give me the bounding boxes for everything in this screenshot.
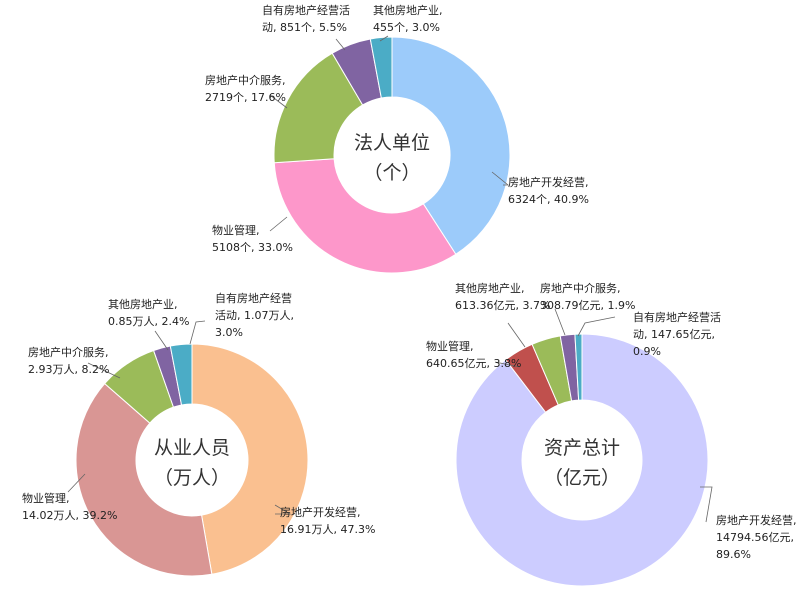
data-label-agency-services: 房地产中介服务, 2.93万人, 8.2%	[28, 345, 109, 376]
data-label-line: 16.91万人, 47.3%	[280, 523, 375, 536]
data-label-property-management: 物业管理, 14.02万人, 39.2%	[22, 491, 117, 522]
chart-center-title: 从业人员	[154, 437, 230, 459]
data-label-line: 640.65亿元, 3.8%	[426, 357, 521, 370]
data-label-property-management: 物业管理, 640.65亿元, 3.8%	[426, 339, 521, 370]
data-label-line: 物业管理,	[22, 491, 70, 505]
data-label-other: 其他房地产业, 613.36亿元, 3.7%	[455, 281, 550, 312]
data-label-self-owned-operation: 自有房地产经营活动, 147.65亿元, 0.9%	[633, 310, 721, 358]
donut-chart-legal-entities: 房地产开发经营, 6324个, 40.9% 物业管理, 5108个, 33.0% 房地产…	[205, 3, 589, 274]
data-label-line: 房地产中介服务,	[28, 345, 109, 359]
data-label-line: 14794.56亿元,	[716, 531, 794, 544]
slice-self-owned-operation	[169, 343, 193, 406]
data-label-line: 房地产中介服务,	[540, 281, 621, 295]
data-label-line: 活动, 1.07万人,	[215, 309, 294, 322]
leader-line-development	[700, 486, 713, 523]
data-label-property-management: 物业管理, 5108个, 33.0%	[212, 223, 293, 254]
leader-line-self-owned-operation	[577, 316, 616, 337]
data-label-line: 0.9%	[633, 345, 661, 358]
data-label-line: 其他房地产业,	[108, 297, 178, 311]
data-label-other: 其他房地产业, 0.85万人, 2.4%	[108, 297, 189, 328]
data-label-line: 0.85万人, 2.4%	[108, 315, 189, 328]
leader-line-other	[379, 35, 389, 42]
leader-line-property-management	[269, 216, 288, 232]
slice-development	[391, 36, 511, 255]
leader-line-self-owned-operation	[335, 38, 346, 51]
slice-property-management	[273, 158, 457, 274]
data-label-development: 房地产开发经营, 6324个, 40.9%	[508, 175, 589, 206]
data-label-line: 物业管理,	[212, 223, 260, 237]
slice-development	[191, 343, 309, 575]
data-label-line: 房地产开发经营,	[508, 175, 589, 189]
data-label-line: 房地产开发经营,	[716, 513, 797, 527]
leader-line-agency-services	[269, 94, 288, 109]
slice-property-management	[75, 382, 213, 577]
data-label-line: 89.6%	[716, 548, 751, 561]
slice-other	[369, 36, 393, 99]
data-label-line: 其他房地产业,	[373, 3, 443, 17]
data-label-agency-services: 房地产中介服务, 2719个, 17.6%	[205, 73, 286, 104]
data-label-line: 自有房地产经营活	[633, 310, 721, 324]
data-label-line: 房地产开发经营,	[280, 505, 361, 519]
data-label-line: 6324个, 40.9%	[508, 193, 589, 206]
data-label-line: 自有房地产经营	[215, 291, 292, 305]
data-label-line: 613.36亿元, 3.7%	[455, 299, 550, 312]
data-label-line: 动, 851个, 5.5%	[262, 21, 347, 34]
leader-line-other	[154, 330, 169, 351]
chart-center-unit: （个）	[363, 162, 420, 184]
data-label-development: 房地产开发经营, 16.91万人, 47.3%	[280, 505, 375, 536]
leader-line-agency-services	[554, 308, 566, 336]
data-label-line: 2.93万人, 8.2%	[28, 363, 109, 376]
data-label-line: 308.79亿元, 1.9%	[540, 299, 635, 312]
data-label-line: 物业管理,	[426, 339, 474, 353]
donut-chart-total-assets: 房地产开发经营, 14794.56亿元, 89.6% 物业管理, 640.65亿元, 3…	[426, 281, 797, 587]
leader-line-development	[274, 504, 292, 515]
data-label-line: 5108个, 33.0%	[212, 241, 293, 254]
data-label-development: 房地产开发经营, 14794.56亿元, 89.6%	[716, 513, 797, 561]
leader-line-agency-services	[87, 362, 121, 379]
data-label-line: 动, 147.65亿元,	[633, 328, 715, 341]
chart-center-title: 资产总计	[544, 437, 620, 459]
data-label-line: 其他房地产业,	[455, 281, 525, 295]
data-label-line: 14.02万人, 39.2%	[22, 509, 117, 522]
data-label-line: 3.0%	[215, 326, 243, 339]
leader-line-property-management	[494, 361, 521, 368]
data-label-line: 455个, 3.0%	[373, 21, 440, 34]
leader-line-development	[491, 171, 510, 186]
leader-line-self-owned-operation	[189, 320, 206, 345]
data-label-other: 其他房地产业, 455个, 3.0%	[373, 3, 443, 34]
slice-development	[455, 333, 709, 587]
data-label-line: 自有房地产经营活	[262, 3, 350, 17]
data-label-agency-services: 房地产中介服务, 308.79亿元, 1.9%	[540, 281, 635, 312]
donut-chart-employees: 房地产开发经营, 16.91万人, 47.3% 物业管理, 14.02万人, 39.2…	[22, 291, 375, 577]
chart-center-unit: （亿元）	[544, 467, 620, 489]
data-label-self-owned-operation: 自有房地产经营活动, 1.07万人, 3.0%	[215, 291, 294, 339]
leader-line-property-management	[67, 473, 86, 493]
chart-center-title: 法人单位	[354, 132, 430, 154]
data-label-line: 房地产中介服务,	[205, 73, 286, 87]
data-label-self-owned-operation: 自有房地产经营活动, 851个, 5.5%	[262, 3, 350, 34]
slice-self-owned-operation	[574, 333, 583, 401]
leader-line-other	[507, 322, 526, 348]
data-label-line: 2719个, 17.6%	[205, 91, 286, 104]
chart-center-unit: （万人）	[154, 467, 230, 489]
